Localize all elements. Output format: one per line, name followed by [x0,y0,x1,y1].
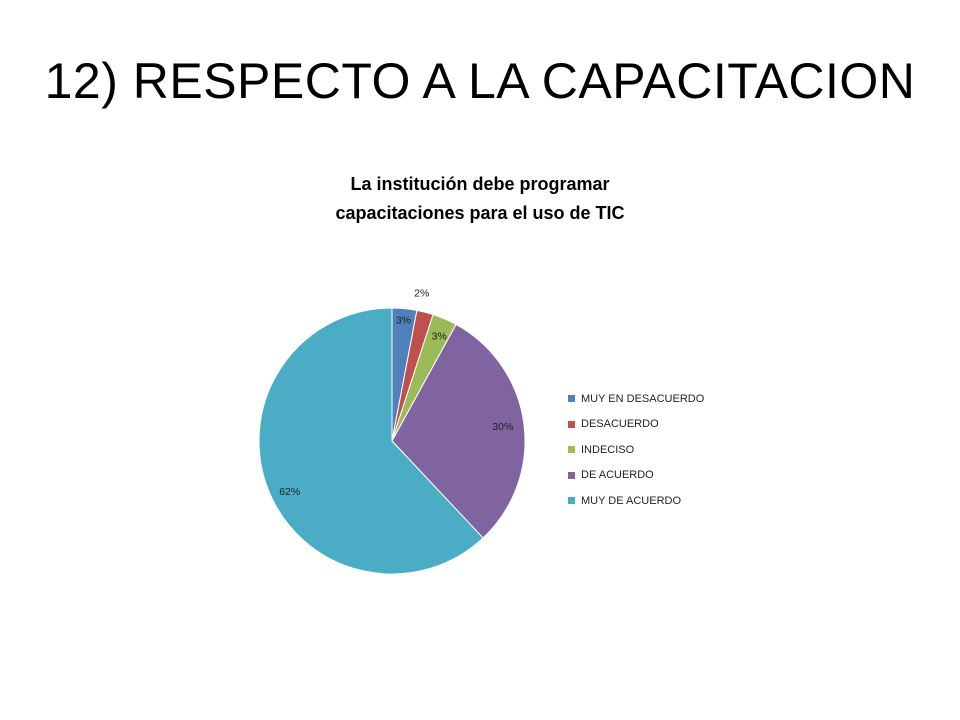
legend-label-muy-en-desacuerdo: MUY EN DESACUERDO [581,392,705,405]
data-label-de-acuerdo: 30% [492,421,513,433]
legend-item-de-acuerdo: DE ACUERDO [568,463,728,489]
pie-slice-muy-de-acuerdo [258,307,484,575]
legend-swatch-muy-de-acuerdo [568,497,575,505]
chart-title-line-1: La institución debe programar [350,174,610,194]
chart-title-line-2: capacitaciones para el uso de TIC [335,203,625,223]
legend-label-muy-de-acuerdo: MUY DE ACUERDO [581,494,682,507]
data-label-muy-en-desacuerdo: 3% [396,314,411,326]
pie-slice-de-acuerdo [391,323,526,539]
legend-item-muy-de-acuerdo: MUY DE ACUERDO [568,488,728,514]
legend-swatch-indeciso [568,446,575,454]
legend-item-indeciso: INDECISO [568,437,728,463]
legend-swatch-de-acuerdo [568,471,575,479]
chart-title: La institución debe programar capacitaci… [260,170,700,228]
slide-title: 12) RESPECTO A LA CAPACITACION [44,53,916,109]
legend-item-muy-en-desacuerdo: MUY EN DESACUERDO [568,386,728,412]
chart-legend: MUY EN DESACUERDO DESACUERDO INDECISO DE… [568,386,728,514]
legend-label-indeciso: INDECISO [581,443,635,456]
legend-label-de-acuerdo: DE ACUERDO [581,469,654,482]
data-label-desacuerdo: 2% [414,287,429,299]
legend-swatch-muy-en-desacuerdo [568,395,575,403]
legend-item-desacuerdo: DESACUERDO [568,412,728,438]
data-label-muy-de-acuerdo: 62% [279,486,300,498]
data-label-indeciso: 3% [432,331,447,343]
legend-swatch-desacuerdo [568,420,575,428]
legend-label-desacuerdo: DESACUERDO [581,418,659,431]
